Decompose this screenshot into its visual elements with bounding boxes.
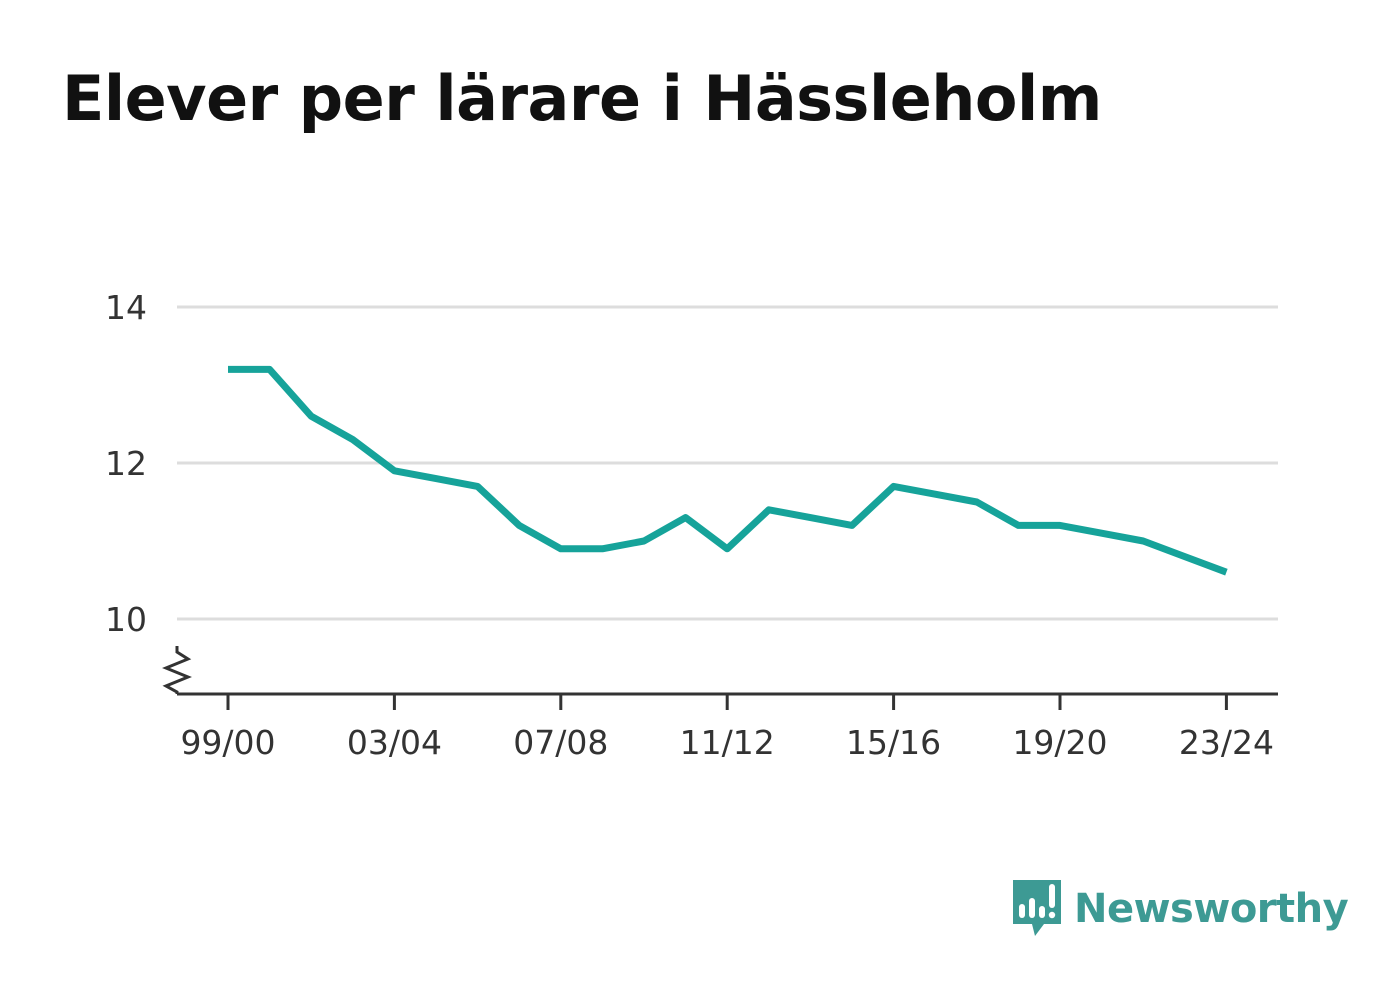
series-layer xyxy=(228,365,1228,576)
x-tick-label: 19/20 xyxy=(1012,723,1107,762)
newsworthy-icon xyxy=(1013,880,1061,936)
x-tick-label: 07/08 xyxy=(513,723,608,762)
y-tick-label: 14 xyxy=(105,288,147,327)
x-tick-labels: 99/00 03/04 07/08 11/12 15/16 19/20 23/24 xyxy=(180,694,1274,762)
x-tick-label: 23/24 xyxy=(1179,723,1274,762)
y-tick-label: 10 xyxy=(105,600,147,639)
x-tick-label: 15/16 xyxy=(846,723,941,762)
series-line xyxy=(228,365,1228,576)
y-tick-labels: 10 12 14 xyxy=(105,288,147,639)
newsworthy-logo: Newsworthy xyxy=(1010,878,1349,940)
x-tick-label: 03/04 xyxy=(347,723,442,762)
axis-break-marker xyxy=(162,646,192,694)
x-tick-label: 99/00 xyxy=(180,723,275,762)
y-tick-label: 12 xyxy=(105,444,147,483)
brand-name: Newsworthy xyxy=(1074,886,1349,932)
x-tick-label: 11/12 xyxy=(680,723,775,762)
x-axis xyxy=(162,646,1278,696)
grid-lines xyxy=(177,305,1278,621)
chart-title: Elever per lärare i Hässleholm xyxy=(62,62,1102,135)
